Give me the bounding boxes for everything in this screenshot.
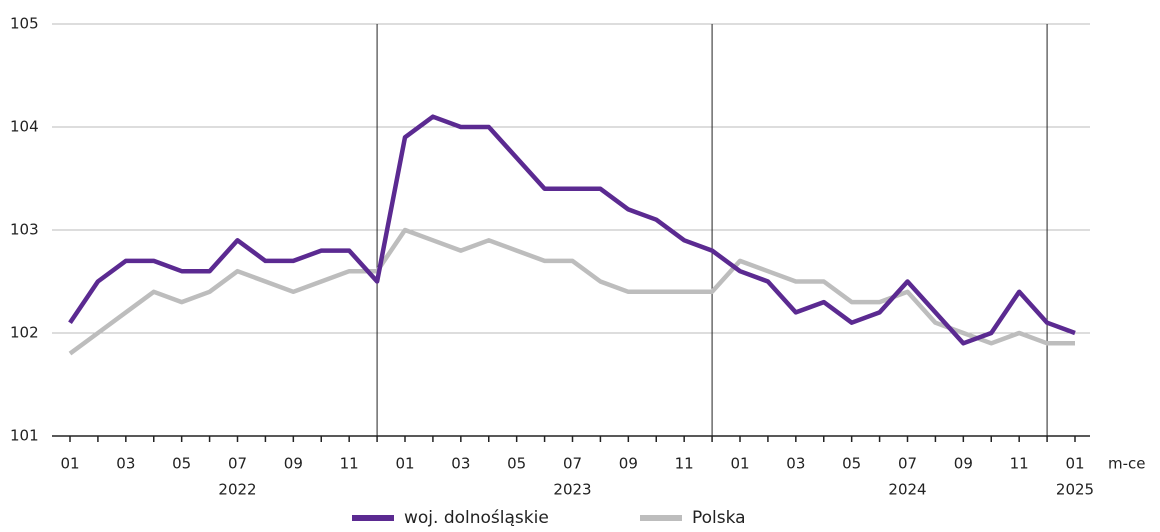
x-tick-label: 11 xyxy=(675,455,694,473)
x-tick-label: 09 xyxy=(619,455,638,473)
x-tick-label: 07 xyxy=(228,455,247,473)
legend-label: woj. dolnośląskie xyxy=(404,508,549,528)
year-label: 2024 xyxy=(888,481,926,499)
x-tick-label: 01 xyxy=(730,455,749,473)
x-tick-label: 03 xyxy=(116,455,135,473)
x-tick-label: 07 xyxy=(563,455,582,473)
y-tick-label: 105 xyxy=(10,15,39,33)
y-tick-label: 101 xyxy=(10,427,39,445)
y-tick-label: 103 xyxy=(10,221,39,239)
series-line xyxy=(68,114,1076,346)
x-tick-label: 01 xyxy=(395,455,414,473)
legend-label: Polska xyxy=(692,508,746,528)
x-tick-label: 07 xyxy=(898,455,917,473)
x-tick-label: 01 xyxy=(60,455,79,473)
y-tick-label: 104 xyxy=(10,118,39,136)
x-tick-label: 05 xyxy=(507,455,526,473)
x-tick-label: 11 xyxy=(1010,455,1029,473)
x-tick-label: 03 xyxy=(451,455,470,473)
x-tick-label: 09 xyxy=(284,455,303,473)
x-axis-label: m-ce xyxy=(1108,455,1146,473)
x-tick-label: 11 xyxy=(340,455,359,473)
x-tick-label: 05 xyxy=(172,455,191,473)
year-label: 2023 xyxy=(553,481,591,499)
x-tick-label: 03 xyxy=(786,455,805,473)
year-label: 2022 xyxy=(218,481,256,499)
x-tick-label: 05 xyxy=(842,455,861,473)
x-tick-label: 09 xyxy=(954,455,973,473)
y-tick-label: 102 xyxy=(10,324,39,342)
series-line xyxy=(68,227,1075,356)
year-label: 2025 xyxy=(1056,481,1094,499)
x-tick-label: 01 xyxy=(1065,455,1084,473)
